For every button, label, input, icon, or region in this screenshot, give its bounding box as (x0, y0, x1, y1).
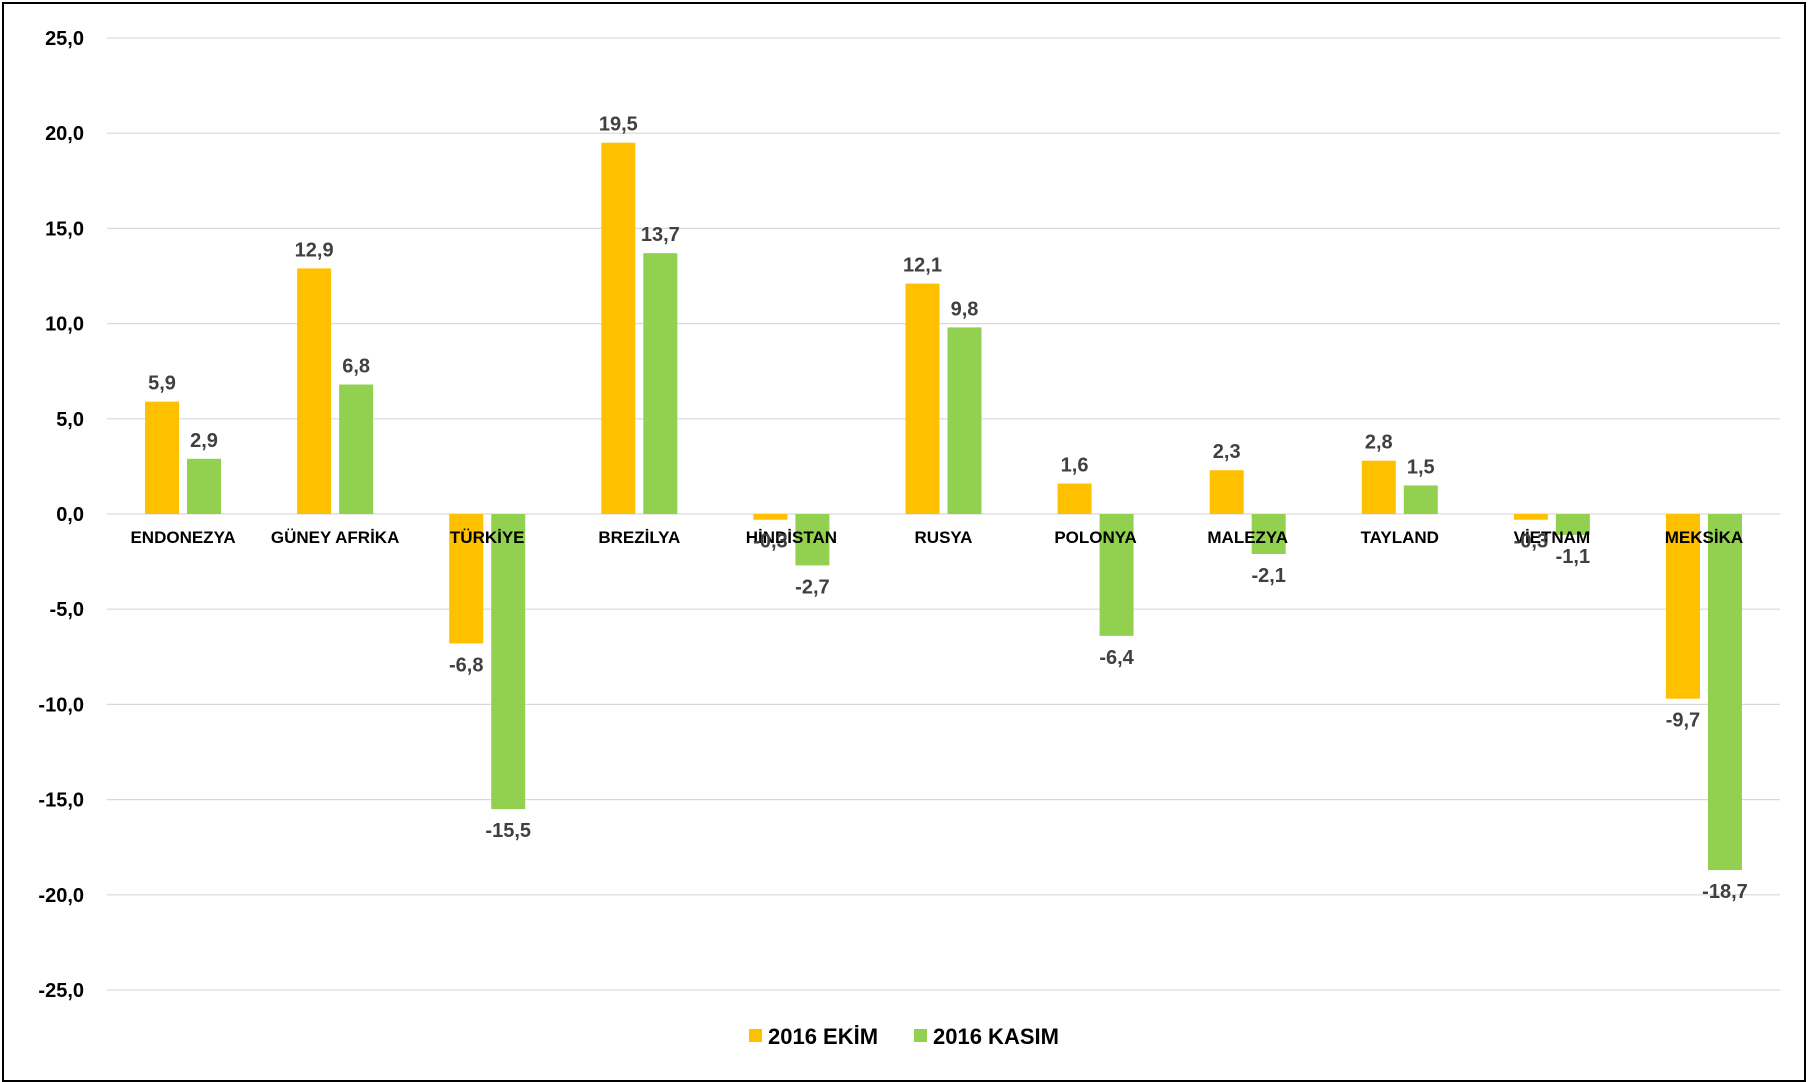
bar-2016-ekim-rusya (905, 283, 940, 514)
bar-2016-kasim-polonya (1099, 514, 1134, 636)
y-tick-label: 20,0 (45, 123, 84, 145)
legend-label: 2016 KASIM (933, 1024, 1059, 1049)
bar-2016-kasim-brezilya (643, 253, 678, 515)
bar-2016-kasim-tayland (1403, 485, 1438, 514)
data-label: 12,1 (903, 255, 942, 277)
bar-2016-ekim-brezilya (601, 142, 636, 514)
data-label: 5,9 (148, 373, 176, 395)
data-label: -6,4 (1099, 647, 1134, 669)
x-tick-label: TAYLAND (1361, 528, 1439, 547)
x-tick-label: BREZİLYA (598, 528, 680, 547)
y-tick-label: 15,0 (45, 218, 84, 240)
bar-2016-kasim-turkiye (491, 514, 526, 810)
bar-2016-kasim-guney-afrika (339, 384, 374, 514)
y-tick-label: 5,0 (56, 409, 84, 431)
y-tick-label: -10,0 (38, 694, 84, 716)
bar-2016-ekim-vietnam (1513, 514, 1548, 520)
data-label: -2,1 (1251, 565, 1285, 587)
data-label: -0,3 (1514, 531, 1548, 553)
axis-ticks: 25,0 20,0 15,0 10,0 5,0 0,0 -5,0 -10,0 -15,0 -20,… (38, 28, 1743, 1002)
bar-2016-ekim-meksika (1665, 514, 1700, 699)
legend-label: 2016 EKİM (768, 1024, 878, 1049)
data-label: 1,5 (1407, 456, 1435, 478)
bar-2016-kasim-endonezya (187, 458, 222, 514)
x-tick-label: HİNDİSTAN (746, 528, 837, 547)
data-labels: 5,9 12,9 -6,8 19,5 -0,3 12,1 1,6 2,3 2,8 -0,3 -9,7… (148, 114, 1748, 903)
y-tick-label: -5,0 (50, 599, 84, 621)
y-tick-label: 10,0 (45, 314, 84, 336)
y-tick-label: 0,0 (56, 504, 84, 526)
data-label: 13,7 (641, 224, 680, 246)
x-tick-label: ENDONEZYA (130, 528, 235, 547)
bar-2016-kasim-rusya (947, 327, 982, 514)
bar-chart: 25,0 20,0 15,0 10,0 5,0 0,0 -5,0 -10,0 -15,0 -20,… (38, 28, 1780, 1049)
data-label: -18,7 (1702, 881, 1748, 903)
bar-2016-kasim-hindistan (795, 514, 830, 566)
data-label: -1,1 (1556, 546, 1590, 568)
bar-2016-kasim-meksika (1707, 514, 1742, 871)
bar-2016-ekim-turkiye (449, 514, 484, 644)
bar-2016-ekim-guney-afrika (297, 268, 332, 514)
y-tick-label: -25,0 (38, 980, 84, 1002)
y-tick-label: -20,0 (38, 885, 84, 907)
data-label: 2,8 (1365, 432, 1393, 454)
data-label: 9,8 (951, 298, 979, 320)
data-label: 2,3 (1213, 441, 1241, 463)
bar-2016-ekim-malezya (1209, 470, 1244, 514)
data-label: 2,9 (190, 430, 218, 452)
bar-2016-ekim-tayland (1361, 460, 1396, 514)
data-label: 6,8 (342, 356, 370, 378)
x-tick-label: MALEZYA (1207, 528, 1288, 547)
legend-swatch (914, 1029, 927, 1042)
bar-2016-kasim-malezya (1251, 514, 1286, 554)
data-label: -0,3 (753, 531, 787, 553)
legend: 2016 EKİM 2016 KASIM (749, 1024, 1059, 1049)
bar-2016-kasim-vietnam (1555, 514, 1590, 535)
x-tick-label: VİETNAM (1514, 528, 1591, 547)
data-label: -15,5 (485, 820, 531, 842)
x-tick-label: POLONYA (1054, 528, 1137, 547)
bar-2016-ekim-hindistan (753, 514, 788, 520)
y-tick-label: -15,0 (38, 790, 84, 812)
x-tick-label: GÜNEY AFRİKA (271, 528, 399, 547)
data-label: 12,9 (295, 239, 334, 261)
x-tick-label: MEKSİKA (1665, 528, 1743, 547)
data-label: 19,5 (599, 114, 638, 136)
data-label: -6,8 (449, 654, 483, 676)
y-tick-label: 25,0 (45, 28, 84, 50)
gridlines (107, 37, 1780, 991)
legend-swatch (749, 1029, 762, 1042)
data-label: -9,7 (1666, 710, 1700, 732)
bars (145, 142, 1742, 871)
data-label: -2,7 (795, 576, 829, 598)
data-label: 1,6 (1061, 455, 1089, 477)
x-tick-label: RUSYA (915, 528, 973, 547)
x-tick-label: TÜRKİYE (450, 528, 525, 547)
bar-2016-ekim-polonya (1057, 483, 1092, 514)
bar-2016-ekim-endonezya (145, 401, 180, 514)
